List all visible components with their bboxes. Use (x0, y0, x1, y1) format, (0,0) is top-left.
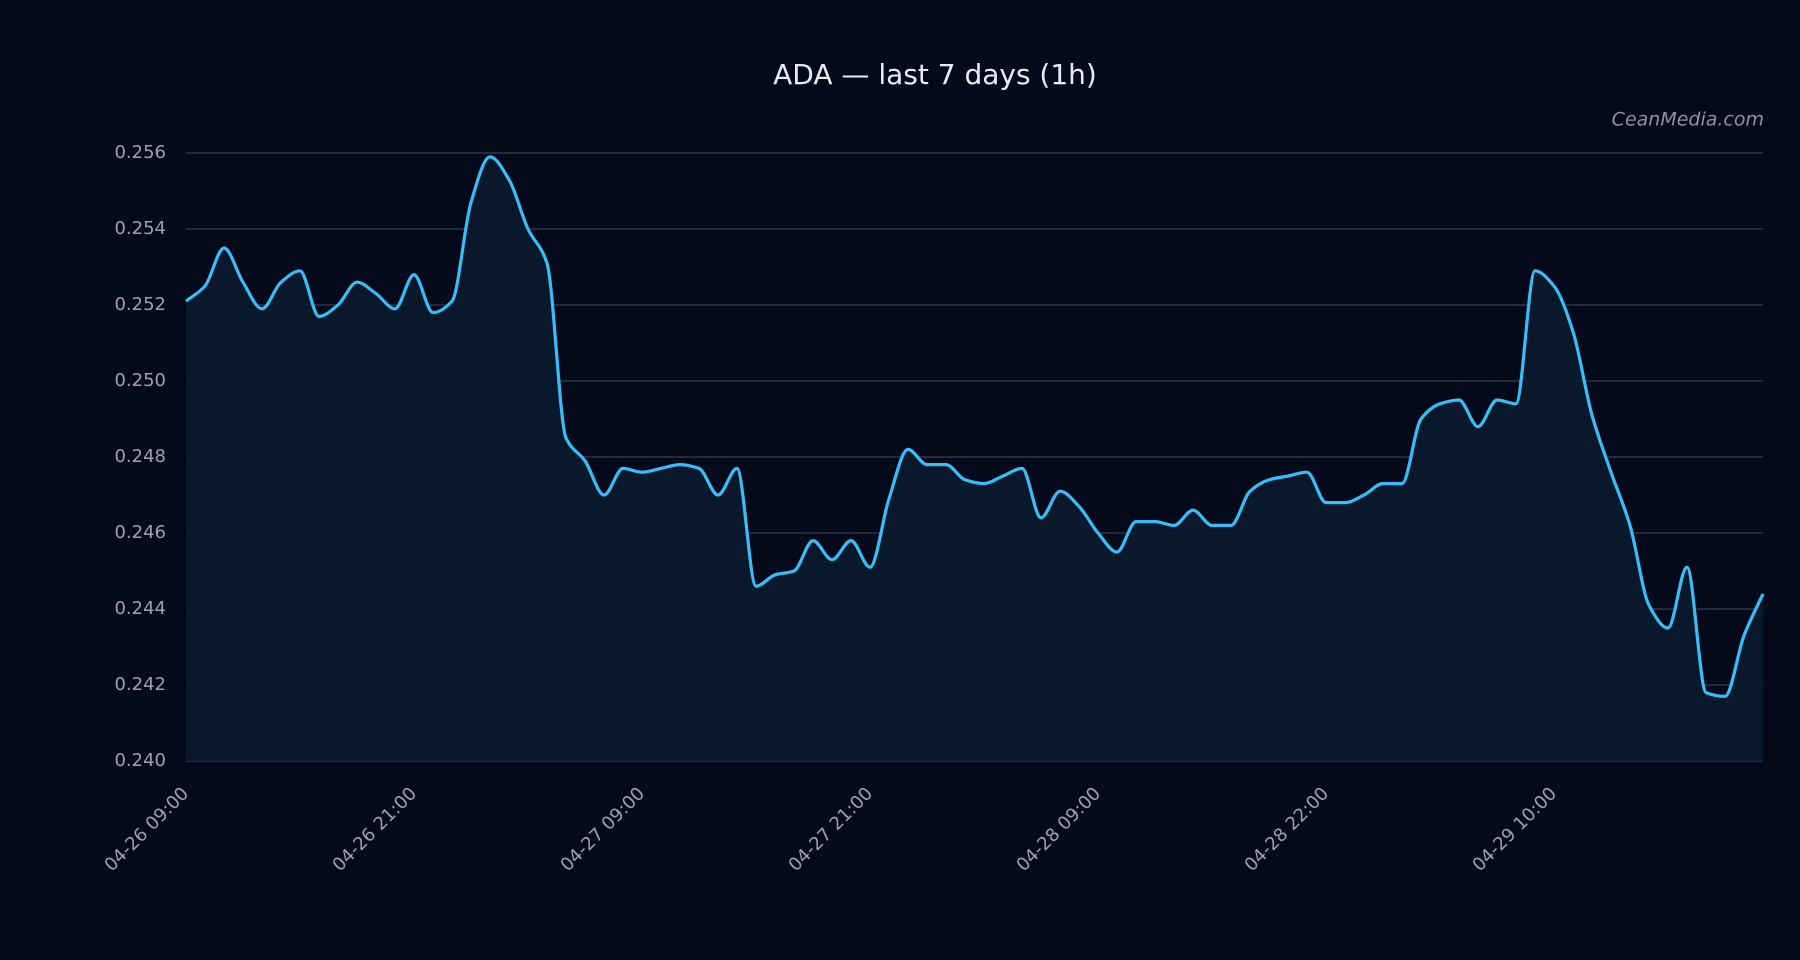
y-tick-label: 0.248 (114, 446, 166, 467)
y-tick-label: 0.242 (114, 674, 166, 695)
y-tick-label: 0.250 (114, 370, 166, 391)
chart-title: ADA — last 7 days (1h) (773, 58, 1097, 91)
area (186, 156, 1763, 762)
y-tick-label: 0.252 (114, 294, 166, 315)
y-tick-label: 0.256 (114, 142, 166, 163)
watermark: CeanMedia.com (1612, 109, 1764, 131)
y-tick-label: 0.254 (114, 218, 166, 239)
line (185, 155, 1765, 698)
y-tick-label: 0.240 (114, 750, 166, 771)
y-tick-label: 0.246 (114, 522, 166, 543)
y-tick-label: 0.244 (114, 598, 166, 619)
